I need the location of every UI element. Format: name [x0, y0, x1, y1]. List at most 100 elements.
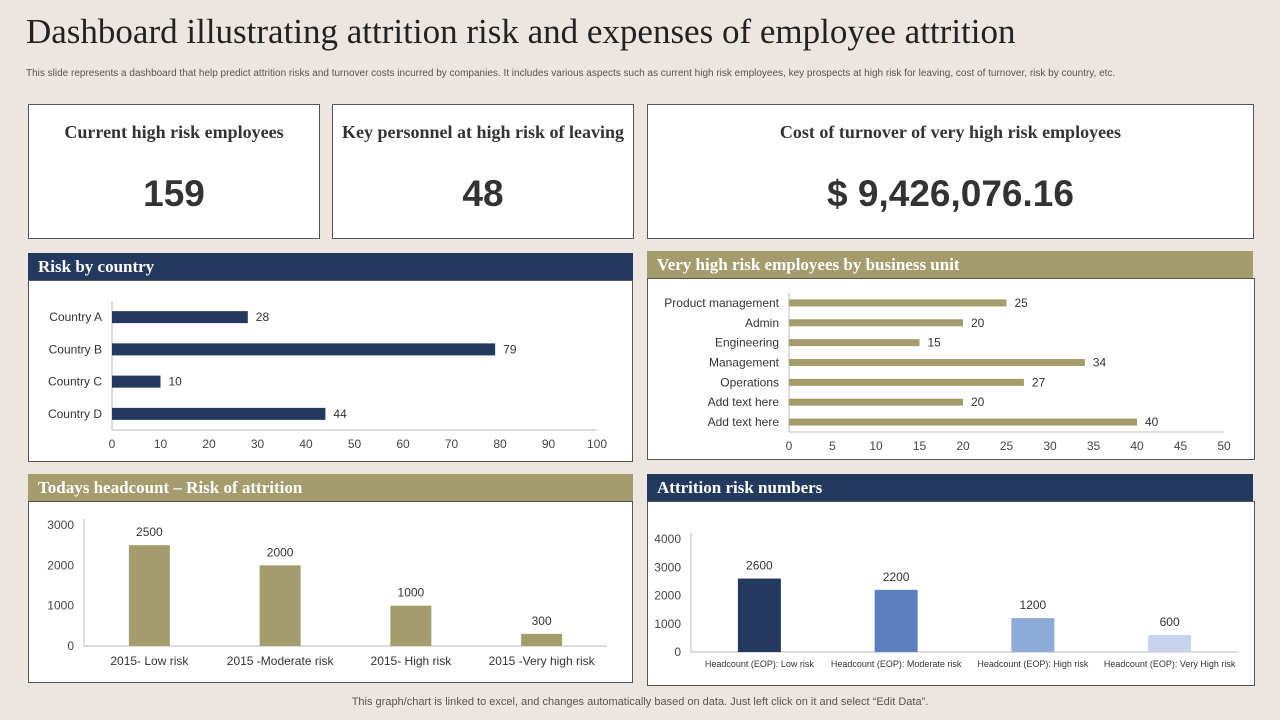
bar — [112, 375, 161, 388]
bar-value-label: 34 — [1093, 356, 1107, 370]
kpi-key-personnel-label: Key personnel at high risk of leaving — [341, 122, 624, 142]
x-tick-label: 50 — [348, 437, 362, 451]
business-unit-panel: 0 5 10 15 20 25 30 35 40 45 50 Product management 25… — [647, 278, 1255, 460]
category-label: Add text here — [708, 395, 780, 409]
x-tick-label: 25 — [1000, 439, 1014, 453]
x-tick-label: 80 — [493, 437, 507, 451]
x-tick-label: 5 — [829, 439, 836, 453]
bar — [789, 319, 963, 327]
x-tick-label: 40 — [299, 437, 313, 451]
y-tick-label: 4000 — [654, 532, 681, 546]
bar — [259, 565, 301, 646]
x-tick-label: 10 — [869, 439, 883, 453]
bar-value-label: 15 — [928, 336, 942, 350]
bar-value-label: 2500 — [136, 525, 163, 539]
bar — [789, 339, 920, 347]
bar-value-label: 2000 — [267, 545, 294, 559]
category-label: Headcount (EOP): High risk — [977, 659, 1089, 669]
attrition-numbers-title: Attrition risk numbers — [657, 478, 823, 497]
bar — [789, 378, 1024, 386]
bar-value-label: 28 — [256, 310, 270, 324]
attrition-numbers-chart: 0 1000 2000 3000 4000 2600 Headcount (EOP): Lo… — [654, 532, 1238, 669]
y-tick-label: 1000 — [47, 599, 74, 613]
bar-value-label: 300 — [532, 614, 552, 628]
category-label: 2015 -Very high risk — [489, 654, 596, 668]
headcount-header: Todays headcount – Risk of attrition — [28, 474, 633, 502]
category-label: Country C — [48, 375, 102, 389]
x-tick-label: 20 — [956, 439, 970, 453]
x-tick-label: 100 — [587, 437, 607, 451]
category-label: 2015 -Moderate risk — [227, 654, 335, 668]
category-label: Country A — [49, 310, 102, 324]
y-tick-label: 2000 — [47, 558, 74, 572]
bar — [112, 311, 248, 324]
kpi-cost-card: Cost of turnover of very high risk emplo… — [647, 104, 1254, 239]
bar-value-label: 20 — [971, 395, 985, 409]
x-tick-label: 30 — [1043, 439, 1057, 453]
bar-value-label: 600 — [1160, 615, 1180, 629]
category-label: Headcount (EOP): Low risk — [705, 659, 815, 669]
x-tick-label: 10 — [154, 437, 168, 451]
bar-value-label: 2600 — [746, 559, 773, 573]
category-label: Product management — [664, 296, 779, 310]
bar — [737, 578, 781, 652]
bar-value-label: 79 — [503, 342, 517, 356]
bar — [521, 633, 563, 646]
bar-value-label: 1000 — [398, 586, 425, 600]
risk-by-country-title: Risk by country — [38, 257, 155, 276]
bar-value-label: 25 — [1015, 296, 1029, 310]
business-unit-header: Very high risk employees by business uni… — [647, 251, 1253, 279]
x-tick-label: 35 — [1087, 439, 1101, 453]
category-label: 2015- High risk — [371, 654, 453, 668]
x-tick-label: 15 — [913, 439, 927, 453]
category-label: Country D — [48, 407, 102, 421]
category-label: Headcount (EOP): Very High risk — [1104, 659, 1236, 669]
bar — [874, 589, 918, 652]
category-label: Operations — [720, 375, 779, 389]
attrition-numbers-panel: 0 1000 2000 3000 4000 2600 Headcount (EOP): Lo… — [647, 501, 1255, 686]
bar — [128, 545, 170, 646]
kpi-cost-value: $ 9,426,076.16 — [827, 173, 1074, 214]
x-tick-label: 20 — [202, 437, 216, 451]
bar-value-label: 27 — [1032, 375, 1046, 389]
bar — [1011, 618, 1055, 652]
attrition-numbers-header: Attrition risk numbers — [647, 474, 1253, 502]
bar-value-label: 10 — [169, 375, 183, 389]
kpi-key-personnel-card: Key personnel at high risk of leaving 48 — [332, 104, 634, 239]
x-tick-label: 60 — [396, 437, 410, 451]
bar — [789, 299, 1007, 307]
headcount-chart: 0 1000 2000 3000 2500 2015- Low risk 2000 2015 … — [47, 518, 607, 668]
kpi-high-risk-value: 159 — [143, 173, 205, 214]
x-tick-label: 0 — [786, 439, 793, 453]
x-tick-label: 0 — [109, 437, 116, 451]
kpi-high-risk-card: Current high risk employees 159 — [28, 104, 320, 239]
bar-value-label: 44 — [333, 407, 347, 421]
bar — [112, 407, 326, 420]
category-label: Management — [709, 356, 780, 370]
bar-value-label: 20 — [971, 316, 985, 330]
bar — [1148, 635, 1192, 652]
category-label: Engineering — [715, 336, 779, 350]
y-tick-label: 3000 — [654, 560, 681, 574]
y-tick-label: 1000 — [654, 617, 681, 631]
footer-note: This graph/chart is linked to excel, and… — [351, 696, 929, 708]
x-tick-label: 30 — [251, 437, 265, 451]
category-label: Headcount (EOP): Moderate risk — [831, 659, 962, 669]
category-label: Add text here — [708, 415, 780, 429]
headcount-panel: 0 1000 2000 3000 2500 2015- Low risk 2000 2015 … — [28, 501, 633, 683]
risk-by-country-panel: 0 10 20 30 40 50 60 70 80 90 100 Country A 28 Country… — [28, 280, 633, 462]
y-tick-label: 0 — [674, 645, 681, 659]
business-unit-chart: 0 5 10 15 20 25 30 35 40 45 50 Product management 25… — [664, 293, 1231, 453]
kpi-high-risk-label: Current high risk employees — [64, 122, 284, 142]
business-unit-title: Very high risk employees by business uni… — [657, 255, 960, 274]
bar — [789, 359, 1085, 366]
bar — [390, 605, 432, 646]
x-tick-label: 70 — [445, 437, 459, 451]
category-label: Country B — [49, 342, 102, 356]
kpi-cost-label: Cost of turnover of very high risk emplo… — [779, 122, 1122, 142]
bar — [112, 343, 496, 356]
x-tick-label: 45 — [1174, 439, 1188, 453]
bar — [789, 418, 1137, 426]
risk-by-country-header: Risk by country — [28, 253, 633, 281]
y-tick-label: 3000 — [47, 518, 74, 532]
